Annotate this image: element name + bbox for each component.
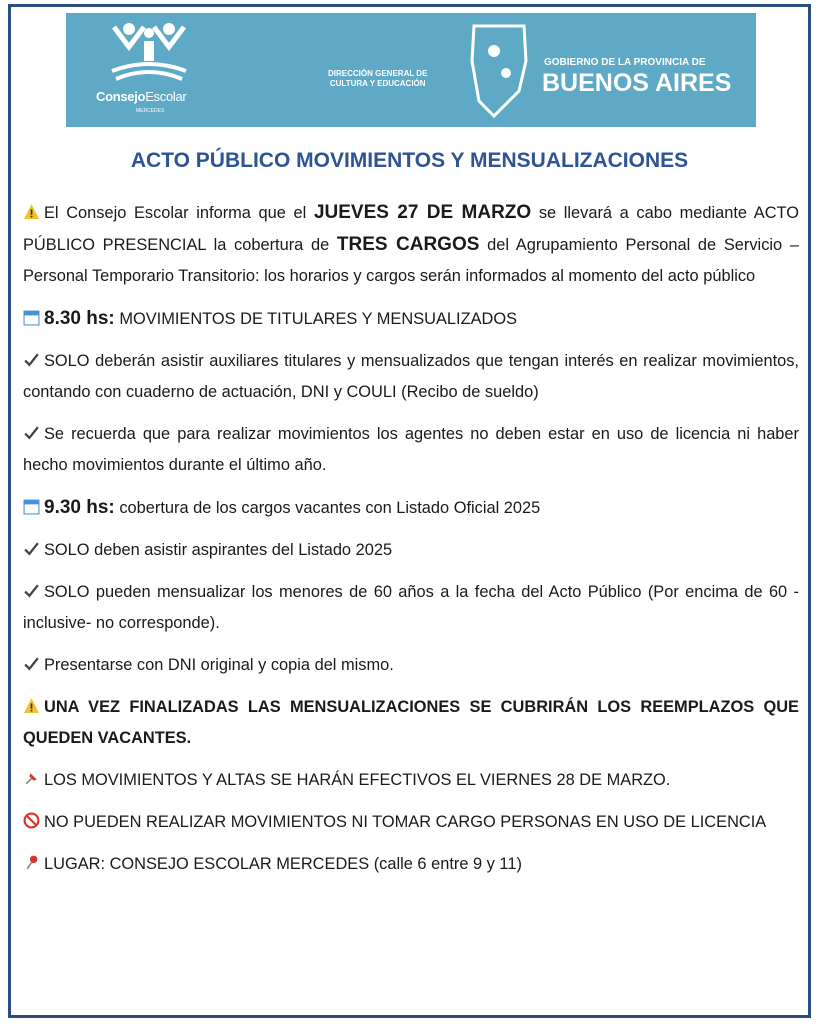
check-icon — [24, 657, 39, 671]
text: se llevará a cabo mediante ACTO PÚBLICO … — [23, 204, 800, 254]
text: CULTURA Y EDUCACIÓN — [329, 79, 426, 88]
text: TRES CARGOS — [336, 234, 480, 255]
text: 9.30 hs: — [44, 497, 115, 518]
text: SOLO pueden mensualizar los menores de 6… — [23, 583, 799, 632]
text: El Consejo Escolar informa que el — [44, 204, 314, 222]
paragraph: UNA VEZ FINALIZADAS LAS MENSUALIZACIONES… — [23, 692, 799, 754]
text: SOLO deben asistir aspirantes del Listad… — [44, 541, 393, 559]
provincia: BUENOS AIRES — [542, 69, 732, 97]
text: NO PUEDEN REALIZAR MOVIMIENTOS NI TOMAR … — [44, 813, 767, 831]
text: Escolar — [145, 89, 187, 104]
paragraph: SOLO deben asistir aspirantes del Listad… — [23, 535, 799, 566]
paragraph: Presentarse con DNI original y copia del… — [23, 650, 799, 681]
pushpin-icon — [26, 855, 38, 870]
text: cobertura de los cargos vacantes con Lis… — [114, 499, 541, 517]
paragraph: SOLO deberán asistir auxiliares titulare… — [23, 346, 799, 408]
calendar-icon — [23, 310, 40, 326]
check-icon — [24, 426, 39, 440]
paragraph: NO PUEDEN REALIZAR MOVIMIENTOS NI TOMAR … — [23, 807, 799, 838]
paragraph: LUGAR: CONSEJO ESCOLAR MERCEDES (calle 6… — [23, 849, 799, 880]
title: ACTO PÚBLICO MOVIMIENTOS Y MENSUALIZACIO… — [130, 149, 689, 172]
text: DIRECCIÓN GENERAL DE — [328, 69, 428, 78]
paragraph: LOS MOVIMIENTOS Y ALTAS SE HARÁN EFECTIV… — [23, 765, 799, 796]
text: LOS MOVIMIENTOS Y ALTAS SE HARÁN EFECTIV… — [44, 771, 671, 789]
prohibited-icon — [23, 812, 40, 829]
gobierno: GOBIERNO DE LA PROVINCIA DE — [544, 57, 706, 68]
paragraph: SOLO pueden mensualizar los menores de 6… — [23, 577, 799, 639]
pin-icon — [25, 773, 37, 785]
content: El Consejo Escolar informa que el JUEVES… — [23, 197, 799, 891]
province-map — [470, 24, 528, 119]
warning-icon — [24, 204, 39, 219]
text: SOLO deberán asistir auxiliares titulare… — [23, 352, 799, 401]
text: Se recuerda que para realizar movimiento… — [23, 425, 799, 474]
logo-sub: MERCEDES — [136, 108, 165, 114]
logo-icon — [111, 23, 187, 81]
check-icon — [24, 584, 39, 598]
paragraph: 9.30 hs: cobertura de los cargos vacante… — [23, 492, 799, 524]
text: del Agrupamiento Personal de Servicio – … — [23, 236, 799, 285]
paragraph: El Consejo Escolar informa que el JUEVES… — [23, 197, 799, 292]
text: UNA VEZ FINALIZADAS LAS MENSUALIZACIONES… — [23, 698, 799, 747]
logo-name: ConsejoEscolar — [96, 89, 187, 104]
text: LUGAR: CONSEJO ESCOLAR MERCEDES (calle 6… — [44, 855, 522, 873]
check-icon — [24, 542, 39, 556]
paragraph: Se recuerda que para realizar movimiento… — [23, 419, 799, 481]
text: MOVIMIENTOS DE TITULARES Y MENSUALIZADOS — [114, 310, 518, 328]
direccion: DIRECCIÓN GENERAL DE CULTURA Y EDUCACIÓN — [328, 69, 427, 89]
text: 8.30 hs: — [44, 308, 115, 329]
paragraph: 8.30 hs: MOVIMIENTOS DE TITULARES Y MENS… — [23, 303, 799, 335]
header-banner: ConsejoEscolar MERCEDES DIRECCIÓN GENERA… — [66, 13, 756, 127]
text: Presentarse con DNI original y copia del… — [44, 656, 394, 674]
warning-icon — [24, 698, 39, 713]
text: JUEVES 27 DE MARZO — [313, 202, 532, 223]
text: Consejo — [96, 89, 146, 104]
check-icon — [24, 353, 39, 367]
flyer: ConsejoEscolar MERCEDES DIRECCIÓN GENERA… — [8, 4, 811, 1018]
calendar-icon — [23, 499, 40, 515]
